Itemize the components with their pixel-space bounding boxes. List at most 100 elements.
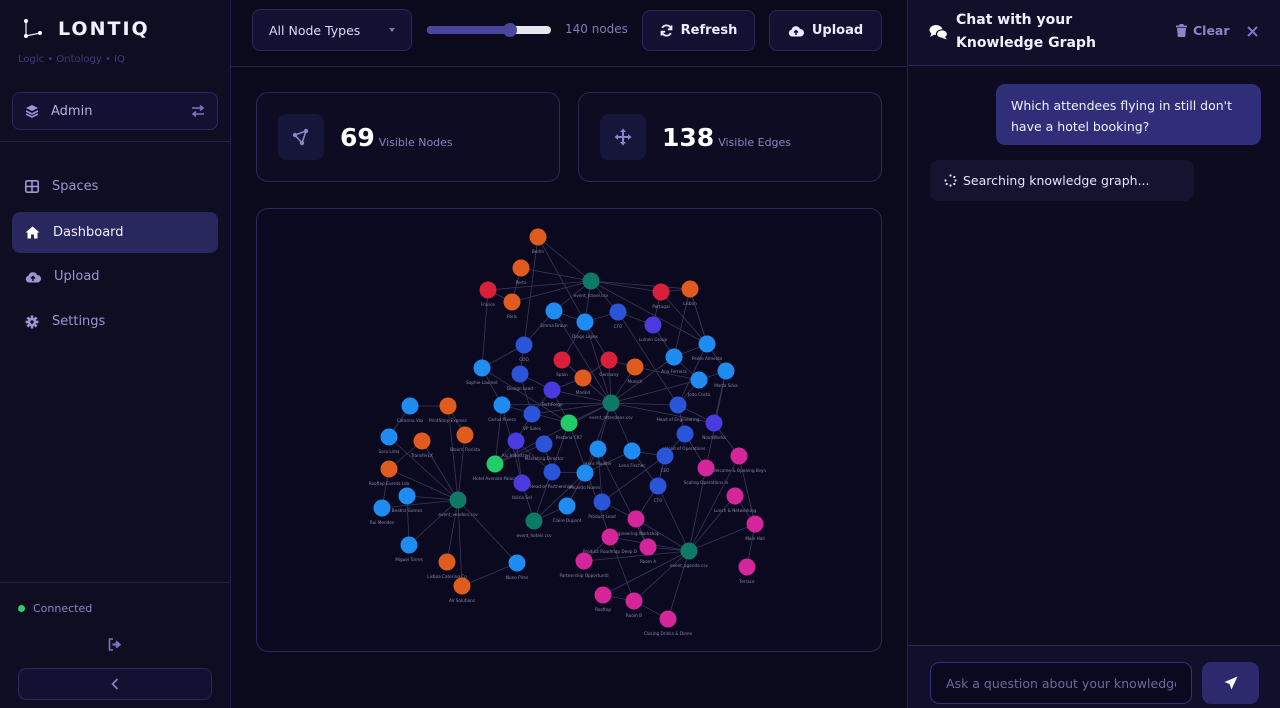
node-circle[interactable] — [486, 455, 504, 473]
node-circle[interactable] — [730, 447, 748, 465]
node-circle[interactable] — [553, 351, 571, 369]
graph-node[interactable]: event_attendees.csv — [589, 394, 633, 421]
node-circle[interactable] — [738, 558, 756, 576]
graph-node[interactable]: Claire Dupont — [553, 497, 582, 524]
graph-node[interactable]: Room B — [625, 592, 643, 619]
graph-node[interactable]: Rooftop — [594, 586, 612, 613]
collapse-sidebar-button[interactable] — [18, 668, 212, 700]
node-circle[interactable] — [479, 281, 497, 299]
node-circle[interactable] — [575, 552, 593, 570]
graph-node[interactable]: CTO — [649, 477, 667, 504]
graph-node[interactable]: Arc Industries — [502, 432, 531, 459]
graph-node[interactable]: event_travel.csv — [574, 272, 609, 299]
node-circle[interactable] — [601, 528, 619, 546]
graph-node[interactable]: Rui Mendes — [370, 499, 394, 526]
node-circle[interactable] — [439, 397, 457, 415]
node-circle[interactable] — [639, 538, 657, 556]
graph-node[interactable]: Miguel Torres — [395, 536, 423, 563]
slider-thumb[interactable] — [503, 23, 517, 37]
node-circle[interactable] — [609, 303, 627, 321]
node-circle[interactable] — [602, 394, 620, 412]
node-circle[interactable] — [512, 259, 530, 277]
node-circle[interactable] — [560, 414, 578, 432]
node-circle[interactable] — [493, 396, 511, 414]
node-circle[interactable] — [515, 336, 533, 354]
graph-node[interactable]: event_agenda.csv — [670, 542, 709, 569]
node-circle[interactable] — [511, 365, 529, 383]
node-circle[interactable] — [473, 359, 491, 377]
graph-node[interactable]: Scaling Operations in — [684, 459, 729, 486]
logout-button[interactable] — [108, 636, 122, 655]
node-circle[interactable] — [726, 487, 744, 505]
logo[interactable]: LONTIQ — [22, 18, 150, 40]
node-circle[interactable] — [525, 512, 543, 530]
chat-input[interactable] — [930, 662, 1192, 704]
graph-node[interactable]: Lisbon — [681, 280, 699, 307]
graph-node[interactable]: Lena Fischer — [619, 442, 645, 469]
graph-node[interactable]: Lumen Group — [639, 316, 668, 343]
node-circle[interactable] — [665, 348, 683, 366]
graph-node[interactable]: VP Sales — [523, 405, 541, 432]
graph-node[interactable]: Beatriz Gomes — [392, 487, 423, 514]
node-circle[interactable] — [400, 536, 418, 554]
swap-icon[interactable] — [191, 105, 205, 117]
graph-node[interactable]: Portugal — [652, 283, 670, 310]
node-circle[interactable] — [398, 487, 416, 505]
graph-svg[interactable]: Berlin Porto event_travel.csv France Paris Po… — [257, 209, 882, 652]
graph-node[interactable]: event_vendors.csv — [438, 491, 478, 518]
graph-node[interactable]: Engineering Workshop — [612, 510, 660, 537]
graph-node[interactable]: Design Lead — [507, 365, 533, 392]
graph-node[interactable]: Pestana CR7 — [556, 414, 583, 441]
node-circle[interactable] — [656, 447, 674, 465]
graph-node[interactable]: Diogo Lopes — [572, 313, 598, 340]
graph-node[interactable]: NovaWorks — [702, 414, 726, 441]
node-circle[interactable] — [523, 405, 541, 423]
node-circle[interactable] — [543, 381, 561, 399]
graph-node[interactable]: Berlin — [529, 228, 547, 255]
node-circle[interactable] — [535, 435, 553, 453]
graph-node[interactable]: Paris — [503, 293, 521, 320]
graph-node[interactable]: Madrid — [574, 369, 592, 396]
graph-node[interactable]: Head of Engineering — [657, 396, 700, 423]
node-circle[interactable] — [705, 414, 723, 432]
graph-node[interactable]: Catarina Vaz — [397, 397, 424, 424]
graph-node[interactable]: João Costa — [687, 371, 711, 398]
node-circle[interactable] — [627, 510, 645, 528]
graph-node[interactable]: Head of Partnerships — [530, 463, 574, 490]
node-circle[interactable] — [380, 428, 398, 446]
graph-node[interactable]: Product Roadmap Deep D — [583, 528, 637, 555]
graph-node[interactable]: Porto — [512, 259, 530, 286]
node-circle[interactable] — [623, 442, 641, 460]
send-button[interactable] — [1202, 662, 1259, 704]
graph-node[interactable]: Sophie Laurent — [466, 359, 498, 386]
node-circle[interactable] — [507, 432, 525, 450]
graph-node[interactable]: Pedro Almeida — [692, 335, 723, 362]
node-circle[interactable] — [593, 493, 611, 511]
node-circle[interactable] — [626, 358, 644, 376]
graph-node[interactable]: Closing Drinks & Dinne — [644, 610, 693, 637]
graph-node[interactable]: Germany — [599, 351, 619, 378]
graph-node[interactable]: Carlos Rivera — [488, 396, 516, 423]
node-circle[interactable] — [697, 459, 715, 477]
graph-node[interactable]: Lunch & Networking — [714, 487, 757, 514]
node-circle[interactable] — [380, 460, 398, 478]
node-circle[interactable] — [676, 425, 694, 443]
graph-node[interactable]: Marta Silva — [714, 362, 738, 389]
graph-node[interactable]: Hotel Avenida Palace — [473, 455, 517, 482]
graph-node[interactable]: Bloom Florista — [450, 426, 480, 453]
sidebar-item-settings[interactable]: Settings — [12, 301, 218, 342]
node-circle[interactable] — [508, 554, 526, 572]
sidebar-item-spaces[interactable]: Spaces — [12, 166, 218, 207]
node-circle[interactable] — [589, 440, 607, 458]
upload-button[interactable]: Upload — [769, 10, 882, 51]
node-circle[interactable] — [680, 542, 698, 560]
graph-node[interactable]: COO — [515, 336, 533, 363]
graph-node[interactable]: CEO — [656, 447, 674, 474]
graph-node[interactable]: Partnership Opportuniti — [559, 552, 609, 579]
sidebar-item-dashboard[interactable]: Dashboard — [12, 212, 218, 253]
node-circle[interactable] — [717, 362, 735, 380]
graph-node[interactable]: Product Lead — [588, 493, 616, 520]
graph-node[interactable]: Spain — [553, 351, 571, 378]
close-chat-button[interactable] — [1247, 22, 1258, 41]
graph-node[interactable]: Room A — [639, 538, 657, 565]
